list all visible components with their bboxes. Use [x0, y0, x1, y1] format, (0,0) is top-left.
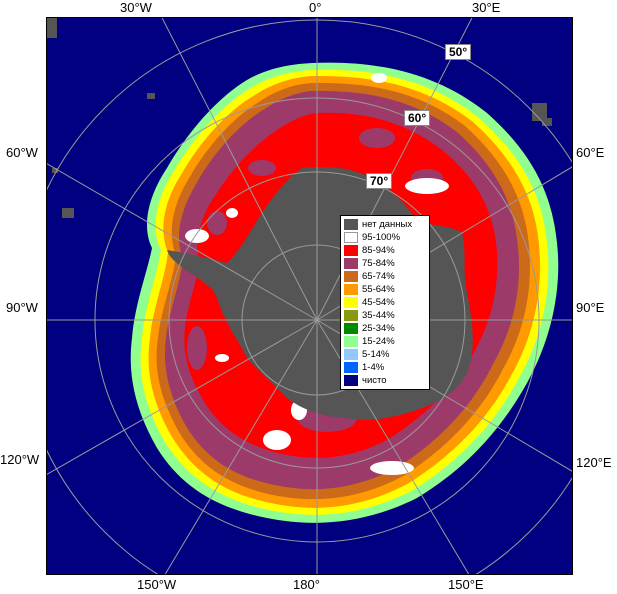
legend-item: 1-4% — [344, 361, 426, 374]
lon-label-60e: 60°E — [576, 145, 605, 160]
sea-ice-map — [47, 18, 572, 574]
white-patch — [405, 178, 449, 194]
legend-item: 85-94% — [344, 244, 426, 257]
lon-label-30e: 30°E — [472, 0, 501, 15]
legend-swatch — [344, 336, 358, 347]
legend-label: 45-54% — [362, 297, 395, 308]
legend-label: 5-14% — [362, 349, 390, 360]
legend-label: чисто — [362, 375, 387, 386]
legend-label: 35-44% — [362, 310, 395, 321]
white-patch — [263, 430, 291, 450]
lon-label-0: 0° — [309, 0, 322, 15]
lon-label-120w: 120°W — [0, 452, 40, 467]
land-patch — [47, 18, 57, 38]
legend-swatch — [344, 245, 358, 256]
legend-swatch — [344, 232, 358, 243]
meridian — [47, 163, 318, 321]
patch — [207, 211, 227, 235]
land-patch — [532, 103, 547, 121]
white-patch — [371, 73, 387, 83]
legend-label: нет данных — [362, 219, 413, 230]
land-patch — [147, 93, 155, 99]
white-patch — [226, 208, 238, 218]
legend-item: чисто — [344, 374, 426, 387]
legend-label: 85-94% — [362, 245, 395, 256]
legend: нет данных 95-100% 85-94% 75-84% 65-74% 55-64… — [340, 215, 430, 390]
legend-label: 25-34% — [362, 323, 395, 334]
legend-label: 95-100% — [362, 232, 401, 243]
legend-item: 75-84% — [344, 257, 426, 270]
legend-item: 35-44% — [344, 309, 426, 322]
meridian — [161, 18, 318, 321]
white-patch — [370, 461, 414, 475]
legend-swatch — [344, 219, 358, 230]
legend-swatch — [344, 362, 358, 373]
patch — [359, 128, 395, 148]
lon-label-180: 180° — [293, 577, 320, 592]
legend-label: 15-24% — [362, 336, 395, 347]
lon-label-30w: 30°W — [120, 0, 152, 15]
legend-item: 5-14% — [344, 348, 426, 361]
white-patch — [215, 354, 229, 362]
legend-swatch — [344, 271, 358, 282]
lon-label-150w: 150°W — [137, 577, 177, 592]
map-frame — [46, 17, 573, 575]
legend-swatch — [344, 258, 358, 269]
white-patch — [185, 229, 209, 243]
legend-label: 55-64% — [362, 284, 395, 295]
legend-item: 25-34% — [344, 322, 426, 335]
legend-label: 65-74% — [362, 271, 395, 282]
legend-swatch — [344, 375, 358, 386]
graticule — [47, 18, 572, 574]
meridian — [164, 319, 318, 574]
legend-swatch — [344, 284, 358, 295]
lon-label-60w: 60°W — [6, 145, 38, 160]
lat-label-50: 50° — [445, 44, 472, 60]
legend-item: нет данных — [344, 218, 426, 231]
legend-item: 45-54% — [344, 296, 426, 309]
lat-label-70: 70° — [366, 173, 393, 189]
meridian — [47, 319, 318, 475]
legend-label: 1-4% — [362, 362, 385, 373]
legend-item: 15-24% — [344, 335, 426, 348]
land-patch — [62, 208, 74, 218]
legend-item: 65-74% — [344, 270, 426, 283]
patch — [187, 326, 207, 370]
patch — [248, 160, 276, 176]
lon-label-150e: 150°E — [448, 577, 484, 592]
land-patch — [542, 118, 552, 126]
legend-swatch — [344, 310, 358, 321]
legend-label: 75-84% — [362, 258, 395, 269]
lon-label-90w: 90°W — [6, 300, 38, 315]
legend-swatch — [344, 349, 358, 360]
lon-label-90e: 90°E — [576, 300, 605, 315]
lat-label-60: 60° — [404, 110, 431, 126]
land-patches — [47, 18, 552, 218]
legend-swatch — [344, 323, 358, 334]
legend-item: 55-64% — [344, 283, 426, 296]
legend-swatch — [344, 297, 358, 308]
lon-label-120e: 120°E — [576, 455, 612, 470]
legend-item: 95-100% — [344, 231, 426, 244]
land-patch — [52, 168, 58, 173]
